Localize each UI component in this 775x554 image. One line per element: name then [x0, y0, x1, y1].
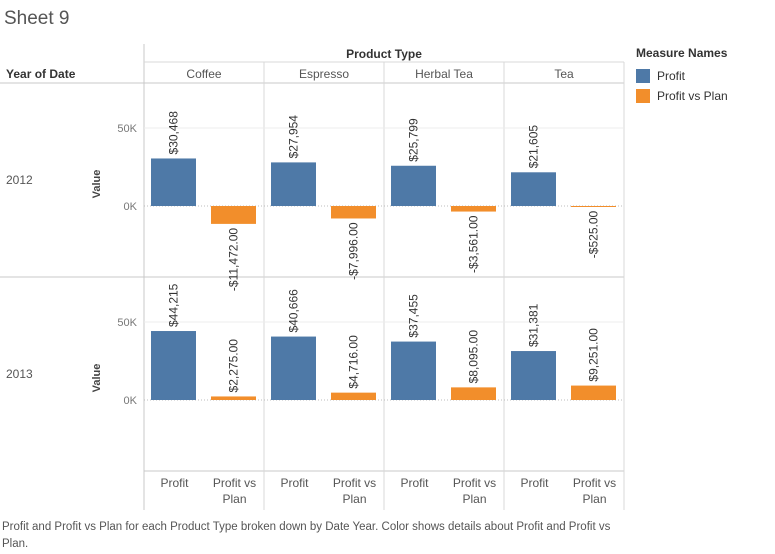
column-header-tea: Tea — [554, 67, 574, 81]
x-axis-label-coffee-profit-vs-plan: Plan — [222, 492, 246, 506]
row-header-2013: 2013 — [6, 367, 33, 381]
y-tick-label: 0K — [124, 395, 138, 407]
y-tick-label: 0K — [124, 201, 138, 213]
bar-2012-espresso-profit-vs-plan — [331, 206, 376, 219]
legend-swatch-profit-vs-plan — [636, 89, 650, 103]
data-label-2013-coffee-profit-vs-plan: $2,275.00 — [227, 339, 241, 393]
x-axis-label-herbal-tea-profit: Profit — [400, 476, 429, 490]
x-axis-label-herbal-tea-profit-vs-plan: Plan — [462, 492, 486, 506]
legend-item-profit[interactable]: Profit — [636, 66, 728, 86]
bar-2012-herbal-tea-profit-vs-plan — [451, 206, 496, 212]
bar-2012-espresso-profit — [271, 162, 316, 206]
column-header-espresso: Espresso — [299, 67, 349, 81]
y-tick-label: 50K — [117, 317, 137, 329]
bar-2013-herbal-tea-profit-vs-plan — [451, 387, 496, 400]
data-label-2012-herbal-tea-profit: $25,799 — [407, 118, 421, 162]
data-label-2012-coffee-profit: $30,468 — [167, 111, 181, 155]
x-axis-label-tea-profit-vs-plan: Profit vs — [573, 476, 616, 490]
data-label-2012-coffee-profit-vs-plan: -$11,472.00 — [227, 228, 241, 291]
data-label-2012-espresso-profit-vs-plan: -$7,996.00 — [347, 222, 361, 280]
x-axis-label-espresso-profit: Profit — [280, 476, 309, 490]
bar-2012-herbal-tea-profit — [391, 165, 436, 206]
chart-caption: Profit and Profit vs Plan for each Produ… — [2, 521, 611, 550]
bar-2012-tea-profit-vs-plan — [571, 206, 616, 207]
x-axis-label-coffee-profit: Profit — [160, 476, 189, 490]
column-header-title: Product Type — [346, 47, 422, 61]
data-label-2012-herbal-tea-profit-vs-plan: -$3,561.00 — [467, 215, 481, 273]
data-label-2013-espresso-profit: $40,666 — [287, 289, 301, 333]
legend-label-profit: Profit — [657, 69, 686, 83]
data-label-2013-herbal-tea-profit-vs-plan: $8,095.00 — [467, 330, 481, 384]
data-label-2013-herbal-tea-profit: $37,455 — [407, 294, 421, 338]
bar-2013-tea-profit-vs-plan — [571, 385, 616, 400]
bar-2013-tea-profit — [511, 351, 556, 400]
bar-2012-coffee-profit-vs-plan — [211, 206, 256, 224]
y-tick-label: 50K — [117, 123, 137, 135]
bar-2013-coffee-profit — [151, 331, 196, 400]
column-header-coffee: Coffee — [186, 67, 221, 81]
legend-label-profit-vs-plan: Profit vs Plan — [657, 89, 728, 103]
data-label-2012-espresso-profit: $27,954 — [287, 115, 301, 159]
x-axis-label-tea-profit: Profit — [520, 476, 549, 490]
bar-2013-coffee-profit-vs-plan — [211, 396, 256, 400]
x-axis-label-tea-profit-vs-plan: Plan — [582, 492, 606, 506]
sheet-title: Sheet 9 — [4, 8, 70, 29]
data-label-2013-tea-profit: $31,381 — [527, 303, 541, 347]
legend-title: Measure Names — [636, 46, 728, 60]
legend-item-profit-vs-plan[interactable]: Profit vs Plan — [636, 86, 728, 106]
legend: Measure Names Profit Profit vs Plan — [636, 46, 728, 106]
data-label-2012-tea-profit: $21,605 — [527, 125, 541, 169]
data-label-2012-tea-profit-vs-plan: -$525.00 — [587, 210, 601, 258]
x-axis-label-herbal-tea-profit-vs-plan: Profit vs — [453, 476, 496, 490]
column-header-herbal-tea: Herbal Tea — [415, 67, 473, 81]
y-axis-label: Value — [91, 364, 103, 393]
data-label-2013-coffee-profit: $44,215 — [167, 283, 181, 327]
bar-2012-tea-profit — [511, 172, 556, 206]
x-axis-label-espresso-profit-vs-plan: Plan — [342, 492, 366, 506]
bar-2013-herbal-tea-profit — [391, 341, 436, 400]
bar-2012-coffee-profit — [151, 158, 196, 206]
bar-2013-espresso-profit — [271, 336, 316, 400]
data-label-2013-tea-profit-vs-plan: $9,251.00 — [587, 328, 601, 382]
x-axis-label-espresso-profit-vs-plan: Profit vs — [333, 476, 376, 490]
row-header-title: Year of Date — [6, 67, 76, 81]
data-label-2013-espresso-profit-vs-plan: $4,716.00 — [347, 335, 361, 389]
y-axis-label: Value — [91, 170, 103, 199]
row-header-2012: 2012 — [6, 173, 33, 187]
x-axis-label-coffee-profit-vs-plan: Profit vs — [213, 476, 256, 490]
legend-swatch-profit — [636, 69, 650, 83]
bar-2013-espresso-profit-vs-plan — [331, 392, 376, 400]
